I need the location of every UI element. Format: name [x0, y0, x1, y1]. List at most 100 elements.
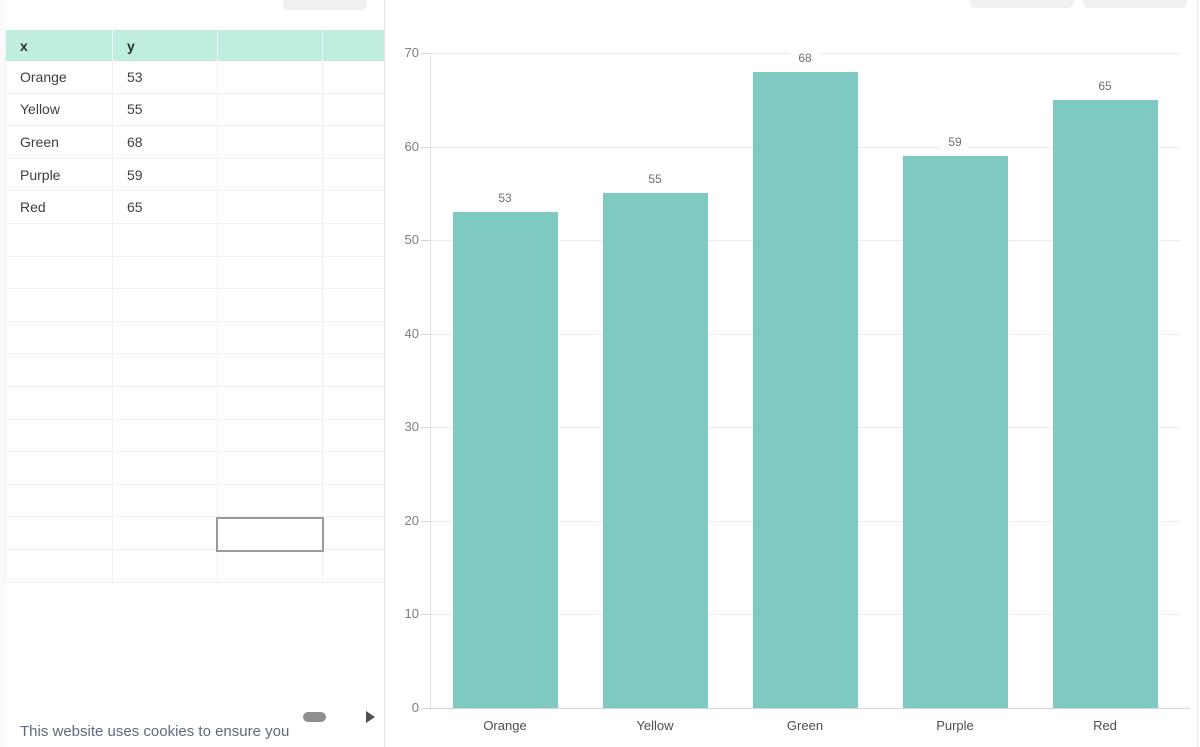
- bar-yellow[interactable]: [602, 193, 708, 708]
- table-cell[interactable]: [6, 223, 113, 257]
- cookie-notice-line1: This website uses cookies to ensure you: [20, 723, 290, 740]
- table-cell[interactable]: [218, 452, 323, 485]
- table-cell[interactable]: [218, 61, 323, 94]
- table-cell[interactable]: [113, 223, 218, 257]
- table-row: [6, 354, 384, 387]
- table-cell[interactable]: [218, 93, 323, 127]
- toolbar-button-cutoff-left[interactable]: [283, 0, 367, 10]
- table-cell[interactable]: [113, 256, 218, 290]
- table-cell[interactable]: [323, 126, 384, 159]
- table-cell[interactable]: [113, 549, 218, 583]
- table-cell[interactable]: [323, 158, 384, 192]
- bar-orange[interactable]: [452, 212, 558, 708]
- selected-cell-outline[interactable]: [216, 517, 324, 552]
- table-cell[interactable]: [113, 517, 218, 550]
- table-cell[interactable]: [113, 321, 218, 355]
- table-row: [6, 517, 384, 550]
- panel-left-gutter: [0, 0, 5, 747]
- toolbar-button-cutoff-right-2[interactable]: [1083, 0, 1187, 8]
- table-cell[interactable]: [323, 256, 384, 290]
- scrollbar-right-arrow-icon[interactable]: [366, 711, 375, 723]
- table-cell[interactable]: [323, 223, 384, 257]
- table-cell[interactable]: [218, 419, 323, 453]
- table-cell[interactable]: [6, 419, 113, 453]
- y-axis-label: 50: [404, 232, 419, 248]
- table-cell[interactable]: [6, 321, 113, 355]
- table-cell[interactable]: [6, 484, 113, 518]
- table-cell[interactable]: Red: [6, 191, 113, 224]
- table-cell[interactable]: [323, 452, 384, 485]
- right-edge-line: [1197, 0, 1198, 747]
- table-cell[interactable]: [323, 61, 384, 94]
- table-cell[interactable]: [323, 386, 384, 420]
- table-cell[interactable]: [218, 386, 323, 420]
- bar-value-label: 59: [940, 134, 970, 150]
- table-cell[interactable]: [6, 517, 113, 550]
- y-axis-tick: [421, 146, 430, 148]
- table-cell[interactable]: [323, 517, 384, 550]
- table-cell[interactable]: [6, 256, 113, 290]
- table-cell[interactable]: [218, 484, 323, 518]
- table-cell[interactable]: [323, 321, 384, 355]
- table-cell[interactable]: [113, 484, 218, 518]
- x-axis-line: [428, 708, 1190, 709]
- column-header-y[interactable]: y: [113, 30, 218, 61]
- scrollbar-thumb[interactable]: [303, 712, 326, 722]
- table-cell[interactable]: [218, 191, 323, 224]
- toolbar-button-cutoff-right-1[interactable]: [970, 0, 1074, 8]
- table-cell[interactable]: Orange: [6, 61, 113, 94]
- table-cell[interactable]: Purple: [6, 158, 113, 192]
- column-header-x[interactable]: x: [6, 30, 113, 61]
- table-cell[interactable]: [218, 158, 323, 192]
- bar-purple[interactable]: [902, 155, 1008, 708]
- table-cell[interactable]: [323, 549, 384, 583]
- y-axis-tick: [421, 53, 430, 54]
- table-cell[interactable]: [113, 452, 218, 485]
- y-axis-label: 60: [404, 138, 419, 154]
- table-cell[interactable]: Green: [6, 126, 113, 159]
- table-cell[interactable]: Yellow: [6, 93, 113, 127]
- table-cell[interactable]: [323, 93, 384, 127]
- table-cell[interactable]: 53: [113, 61, 218, 94]
- y-axis-label: 40: [404, 325, 419, 341]
- table-cell[interactable]: [218, 126, 323, 159]
- table-cell[interactable]: [218, 289, 323, 322]
- table-cell[interactable]: [323, 484, 384, 518]
- table-cell[interactable]: [6, 549, 113, 583]
- table-cell[interactable]: 55: [113, 93, 218, 127]
- table-cell[interactable]: [218, 321, 323, 355]
- table-cell[interactable]: [218, 354, 323, 387]
- column-header-col3[interactable]: [218, 30, 323, 61]
- table-cell[interactable]: [6, 386, 113, 420]
- table-cell[interactable]: [6, 289, 113, 322]
- table-cell[interactable]: [323, 419, 384, 453]
- table-cell[interactable]: [323, 354, 384, 387]
- table-cell[interactable]: [218, 256, 323, 290]
- column-header-col4[interactable]: [323, 30, 384, 61]
- table-cell[interactable]: [6, 354, 113, 387]
- y-axis-tick: [421, 240, 430, 242]
- table-cell[interactable]: 65: [113, 191, 218, 224]
- table-cell[interactable]: [323, 191, 384, 224]
- y-axis-tick: [421, 614, 430, 616]
- table-cell[interactable]: [113, 386, 218, 420]
- bar-red[interactable]: [1052, 99, 1158, 708]
- bar-green[interactable]: [752, 71, 858, 708]
- table-cell[interactable]: [218, 549, 323, 583]
- table-row: [6, 419, 384, 453]
- table-cell[interactable]: 68: [113, 126, 218, 159]
- table-cell[interactable]: [218, 223, 323, 257]
- table-row: [6, 321, 384, 355]
- table-row: Orange 53: [6, 61, 384, 94]
- table-cell[interactable]: 59: [113, 158, 218, 192]
- table-cell[interactable]: [113, 354, 218, 387]
- x-axis-label: Green: [786, 718, 824, 733]
- table-cell[interactable]: [6, 452, 113, 485]
- x-axis-label: Yellow: [636, 718, 674, 733]
- table-cell[interactable]: [113, 419, 218, 453]
- cookie-notice: This website uses cookies to ensure you …: [20, 722, 289, 747]
- bar-value-label: 53: [490, 191, 520, 207]
- table-cell[interactable]: [323, 289, 384, 322]
- table-cell[interactable]: [113, 289, 218, 322]
